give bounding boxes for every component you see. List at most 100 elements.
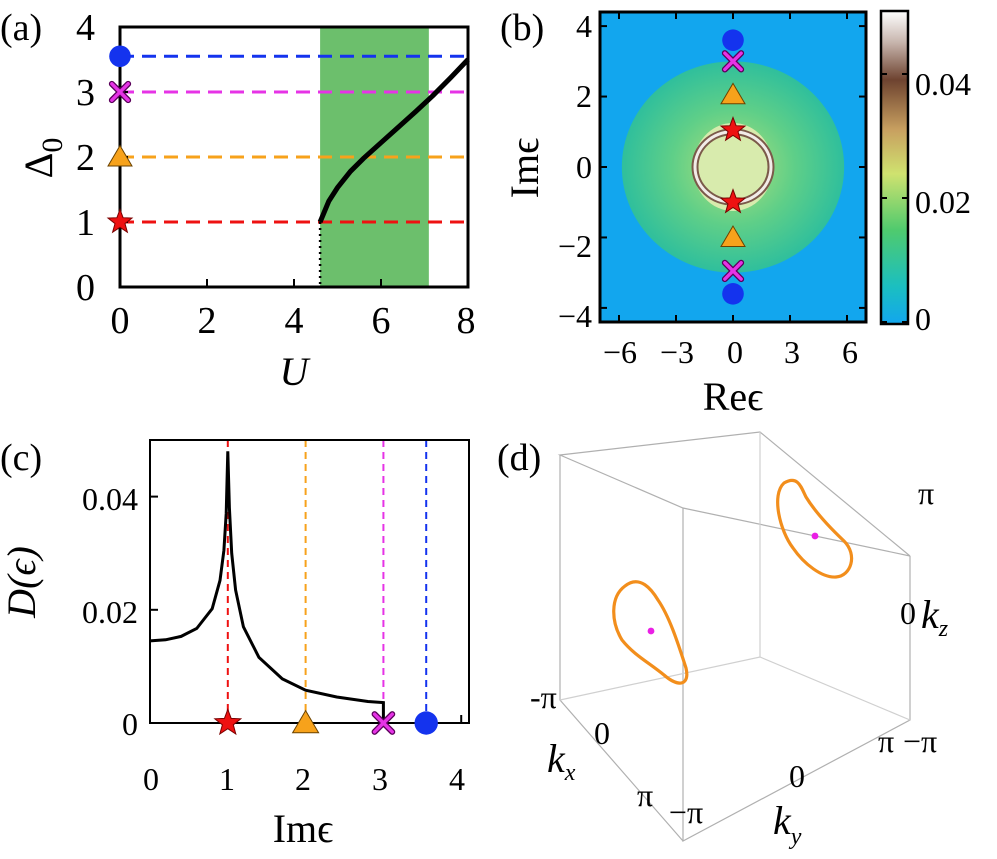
colorbar [879, 9, 910, 326]
panel-d-label: (d) [497, 437, 541, 479]
x-tick: 0 [111, 300, 130, 342]
marker-group [719, 29, 747, 305]
ky-axis-title-main: k [773, 798, 792, 843]
ky-tick: 0 [789, 758, 805, 794]
red-star-marker [106, 207, 134, 234]
panel-b-label: (b) [500, 7, 544, 49]
fermi-loop [612, 580, 689, 685]
y-tick: 0 [576, 149, 592, 185]
cross-stroke [372, 712, 394, 734]
kz-axis-title-main: k [921, 592, 940, 637]
x-axis-title: U [280, 349, 312, 394]
blue-circle-marker [109, 45, 131, 68]
plot-frame [149, 439, 470, 724]
panel-d: (d) π 0 kz −π π 0 −π ky -π 0 π kx [497, 431, 949, 850]
kx-axis-title-sub: x [564, 760, 576, 786]
marker-group [106, 45, 134, 234]
x-axis-title: Imϵ [273, 806, 334, 851]
red-star-marker [719, 188, 747, 214]
cross-stroke [723, 51, 743, 72]
kz-axis-title-sub: z [938, 616, 949, 642]
cross-stroke [723, 261, 743, 281]
kz-tick: π [918, 475, 934, 511]
y-axis-title: D(ϵ) [0, 546, 44, 619]
x-tick: 6 [842, 334, 858, 370]
colorbar-tick: 0 [915, 301, 931, 337]
blue-circle-marker [414, 711, 438, 735]
colorbar-tick: 0.04 [915, 66, 971, 102]
svg-text:Δ0: Δ0 [16, 138, 69, 179]
y-tick: 3 [76, 72, 95, 114]
colorbar-tick: 0.02 [915, 184, 971, 220]
magenta-cross-marker [721, 259, 745, 283]
orange-triangle-marker [291, 709, 320, 734]
ky-tick: π [878, 723, 894, 759]
cross-stroke [110, 82, 130, 102]
panel-a: (a) 0 2 4 6 8 0 1 2 3 4 U Δ0 [0, 7, 476, 394]
orange-triangle-marker [720, 225, 746, 247]
y-tick: 0.04 [82, 481, 138, 517]
orange-triangle-marker [720, 82, 746, 105]
panel-b: (b) −6 −3 0 3 6 −4 −2 0 2 4 Reϵ Imϵ 0 0.… [500, 7, 971, 419]
panel-c-label: (c) [0, 437, 42, 479]
y-axis-title-sub: 0 [36, 138, 69, 153]
panel-a-label: (a) [0, 7, 42, 49]
reference-lines [120, 54, 468, 224]
orange-triangle-marker [107, 144, 133, 167]
tick-marks [600, 12, 866, 322]
magenta-cross-marker [371, 711, 396, 735]
colorbar-ticks [881, 73, 908, 323]
reference-lines [226, 440, 428, 723]
gap-curve [317, 57, 470, 223]
y-tick: 0 [122, 706, 138, 742]
kx-tick: π [637, 777, 653, 813]
magenta-cross-marker [721, 50, 745, 73]
heatmap-content [621, 61, 845, 273]
loop-centre-point [647, 627, 655, 635]
y-tick: 0 [76, 267, 95, 309]
x-tick: 1 [219, 761, 235, 797]
x-axis-title: Reϵ [703, 374, 764, 419]
red-star-marker [213, 707, 243, 736]
y-tick: 4 [576, 8, 592, 44]
kx-axis-title-main: k [547, 736, 566, 781]
marker-group [213, 707, 438, 736]
x-tick: 2 [295, 761, 311, 797]
kz-axis-title: kz [921, 592, 949, 642]
x-tick: 0 [143, 761, 159, 797]
y-axis-title-main: Δ [16, 153, 61, 179]
y-tick: −4 [558, 298, 592, 334]
y-tick: 2 [576, 78, 592, 114]
heatmap-core [693, 122, 773, 212]
y-tick: −2 [558, 228, 592, 264]
x-tick: 3 [372, 761, 388, 797]
magenta-cross-marker [108, 80, 132, 104]
x-tick: 4 [449, 761, 465, 797]
ky-axis-title: ky [773, 798, 802, 850]
x-tick: 0 [727, 334, 743, 370]
kz-tick: 0 [900, 595, 916, 631]
x-tick: 4 [285, 300, 304, 342]
y-tick: 4 [76, 7, 95, 49]
x-tick: 3 [784, 334, 800, 370]
fermi-loop [776, 478, 854, 579]
ky-axis-title-sub: y [789, 824, 802, 850]
panel-c: (c) 0 1 2 3 4 0 0.02 0.04 Imϵ D(ϵ) [0, 437, 470, 851]
x-tick: −6 [603, 334, 637, 370]
kx-axis-title: kx [547, 736, 576, 786]
blue-circle-marker [722, 29, 744, 51]
kz-tick: −π [903, 723, 937, 759]
bz-box [557, 431, 911, 842]
x-tick: −3 [660, 334, 694, 370]
ky-tick: −π [669, 794, 703, 830]
x-tick: 8 [457, 300, 476, 342]
dos-curve [149, 451, 385, 723]
blue-circle-marker [722, 283, 744, 305]
kx-tick: 0 [594, 715, 610, 751]
x-tick: 6 [372, 300, 391, 342]
y-tick: 2 [76, 137, 95, 179]
y-axis-title: Δ0 [16, 138, 69, 179]
x-tick: 2 [198, 300, 217, 342]
y-tick: 1 [76, 202, 95, 244]
